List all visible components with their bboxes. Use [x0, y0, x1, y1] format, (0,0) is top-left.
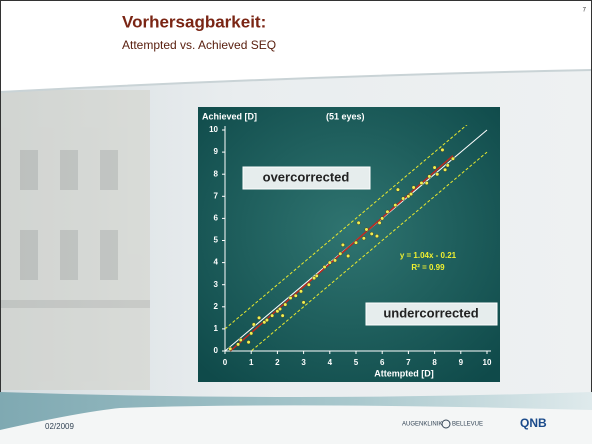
point [239, 338, 243, 342]
point [236, 343, 240, 347]
x-tick-label: 2 [275, 358, 280, 367]
y-tick-label: 10 [209, 125, 218, 134]
x-tick-label: 9 [459, 358, 464, 367]
point [425, 181, 429, 185]
point [378, 221, 382, 225]
point [294, 294, 298, 298]
point [302, 301, 306, 305]
slide: Vorhersagbarkeit: Attempted vs. Achieved… [0, 0, 592, 444]
point [328, 261, 332, 265]
point [396, 188, 400, 192]
y-tick-label: 9 [214, 147, 219, 156]
x-axis-title: Attempted [D] [374, 368, 434, 378]
point [362, 236, 366, 240]
point [354, 241, 358, 245]
x-tick-label: 3 [301, 358, 306, 367]
point [428, 175, 432, 179]
slide-subtitle: Attempted vs. Achieved SEQ [122, 38, 276, 52]
point [249, 332, 253, 336]
y-tick-label: 8 [214, 169, 219, 178]
point [441, 148, 445, 152]
point [265, 318, 269, 322]
point [412, 186, 416, 190]
point [333, 259, 337, 263]
trend-equation: y = 1.04x - 0.21 [400, 251, 457, 260]
chart-panel [198, 107, 500, 382]
y-tick-label: 2 [214, 302, 219, 311]
point [283, 303, 287, 307]
building-image [0, 90, 150, 390]
logo-qnb: QNB [520, 416, 547, 430]
logo-text: BELLEVUE [452, 422, 483, 428]
y-tick-label: 3 [214, 280, 219, 289]
point [323, 265, 327, 269]
point [299, 290, 303, 294]
point [341, 243, 345, 247]
point [435, 172, 439, 176]
y-tick-label: 7 [214, 191, 219, 200]
slide-title: Vorhersagbarkeit: [122, 12, 266, 31]
point [409, 192, 413, 196]
point [312, 276, 316, 280]
trend-r2: R² = 0.99 [411, 263, 445, 272]
point [386, 210, 390, 214]
point [443, 168, 447, 172]
point [281, 314, 285, 318]
chart-subtitle: (51 eyes) [326, 111, 365, 121]
annotation: undercorrected [383, 305, 478, 320]
point [451, 157, 455, 161]
point [365, 228, 369, 232]
y-tick-label: 4 [214, 258, 219, 267]
x-tick-label: 6 [380, 358, 385, 367]
logo-text: AUGENKLINIK [402, 422, 442, 428]
point [420, 181, 424, 185]
x-tick-label: 7 [406, 358, 411, 367]
point [228, 347, 232, 351]
x-tick-label: 10 [483, 358, 492, 367]
y-tick-label: 1 [214, 324, 219, 333]
point [401, 197, 405, 201]
point [357, 221, 361, 225]
point [278, 307, 282, 311]
x-tick-label: 5 [354, 358, 359, 367]
x-tick-label: 1 [249, 358, 254, 367]
x-tick-label: 0 [223, 358, 228, 367]
point [270, 314, 274, 318]
footer-date: 02/2009 [45, 422, 74, 431]
x-tick-label: 4 [328, 358, 333, 367]
point [307, 283, 311, 287]
point [380, 217, 384, 221]
point [446, 164, 450, 168]
y-tick-label: 0 [214, 346, 219, 355]
x-tick-label: 8 [432, 358, 437, 367]
point [433, 166, 437, 170]
point [394, 203, 398, 207]
point [338, 252, 342, 256]
y-axis-title: Achieved [D] [202, 111, 257, 121]
point [375, 234, 379, 238]
point [247, 340, 251, 344]
point [346, 254, 350, 258]
point [289, 296, 293, 300]
y-tick-label: 5 [214, 236, 219, 245]
point [252, 323, 256, 327]
point [370, 232, 374, 236]
y-tick-label: 6 [214, 214, 219, 223]
point [257, 316, 261, 320]
annotation: overcorrected [263, 169, 350, 184]
